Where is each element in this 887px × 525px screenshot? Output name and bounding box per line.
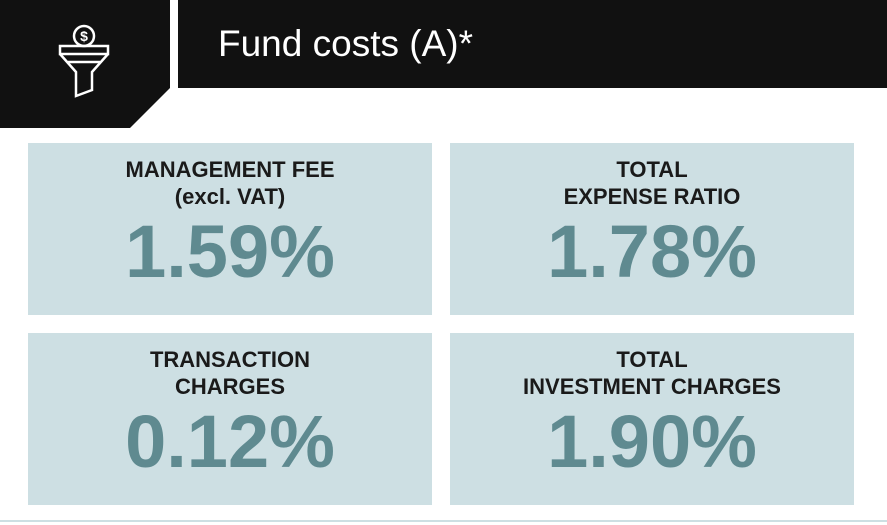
label-line: TOTAL <box>616 157 688 182</box>
cost-card: MANAGEMENT FEE (excl. VAT) 1.59% <box>28 143 432 315</box>
label-line: MANAGEMENT FEE <box>125 157 335 182</box>
title-bar <box>178 0 887 88</box>
card-label: TRANSACTION CHARGES <box>28 346 432 400</box>
label-line: TOTAL <box>616 347 688 372</box>
cost-card: TOTAL INVESTMENT CHARGES 1.90% <box>450 333 854 505</box>
label-line: (excl. VAT) <box>174 184 286 209</box>
title: Fund costs (A)* <box>218 23 473 64</box>
bottom-rule <box>0 520 887 522</box>
card-value: 1.59% <box>125 210 335 293</box>
header-shapes: $ <box>0 0 887 128</box>
cost-card: TOTAL EXPENSE RATIO 1.78% <box>450 143 854 315</box>
label-line: EXPENSE RATIO <box>563 184 741 209</box>
card-label: TOTAL EXPENSE RATIO <box>450 156 854 210</box>
card-value: 1.90% <box>547 400 757 483</box>
card-value: 0.12% <box>125 400 335 483</box>
card-value: 1.78% <box>547 210 757 293</box>
card-label: TOTAL INVESTMENT CHARGES <box>450 346 854 400</box>
dollar-sign: $ <box>80 28 88 44</box>
icon-block <box>0 0 170 128</box>
label-line: TRANSACTION <box>149 347 311 372</box>
label-line: CHARGES <box>174 374 285 399</box>
card-label: MANAGEMENT FEE (excl. VAT) <box>28 156 432 210</box>
cost-card: TRANSACTION CHARGES 0.12% <box>28 333 432 505</box>
label-line: INVESTMENT CHARGES <box>523 374 781 399</box>
funnel-icon <box>58 24 110 98</box>
